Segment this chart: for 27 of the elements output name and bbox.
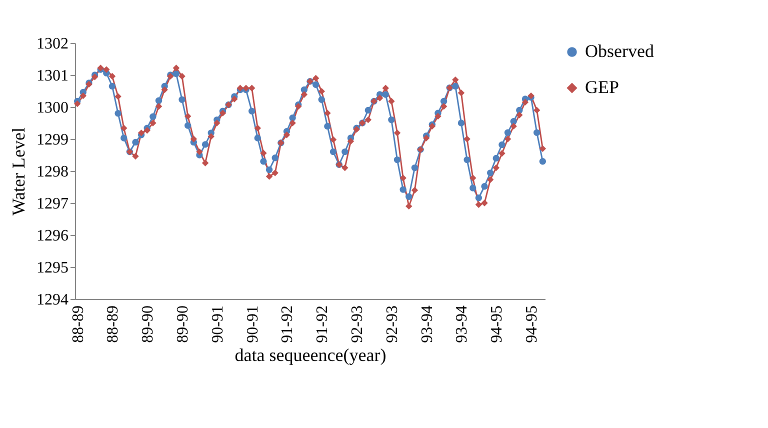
x-tick-label: 89-90 xyxy=(140,306,157,343)
y-tick-label: 1302 xyxy=(36,36,68,52)
legend-label: GEP xyxy=(585,77,620,97)
y-tick-label: 1300 xyxy=(36,100,68,116)
x-axis-title: data sequeence(year) xyxy=(234,344,386,365)
x-tick-label: 93-94 xyxy=(454,306,471,343)
y-tick-label: 1295 xyxy=(36,260,68,276)
x-tick-label: 93-94 xyxy=(418,306,436,343)
x-tick-label: 90-91 xyxy=(244,306,262,343)
x-tick-label: 94-95 xyxy=(524,306,541,343)
x-tick-label: 92-93 xyxy=(349,306,366,343)
x-tick-label: 88-89 xyxy=(104,306,122,343)
y-tick-label: 1296 xyxy=(36,228,68,244)
x-tick-label: 90-91 xyxy=(209,306,226,343)
x-tick-label: 91-92 xyxy=(279,306,296,343)
x-tick-label: 92-93 xyxy=(384,306,401,343)
y-tick-label: 1301 xyxy=(36,68,68,84)
x-tick-label: 91-92 xyxy=(314,306,332,343)
y-axis-title: Water Level xyxy=(8,128,28,216)
legend-label: Observed xyxy=(585,41,654,61)
y-tick-label: 1299 xyxy=(36,132,68,148)
x-tick-label: 94-95 xyxy=(488,306,506,343)
y-tick-label: 1294 xyxy=(36,292,68,308)
x-tick-label: 89-90 xyxy=(174,306,192,343)
y-tick-label: 1297 xyxy=(36,196,68,212)
y-tick-label: 1298 xyxy=(36,164,68,180)
x-tick-label: 88-89 xyxy=(70,306,87,343)
